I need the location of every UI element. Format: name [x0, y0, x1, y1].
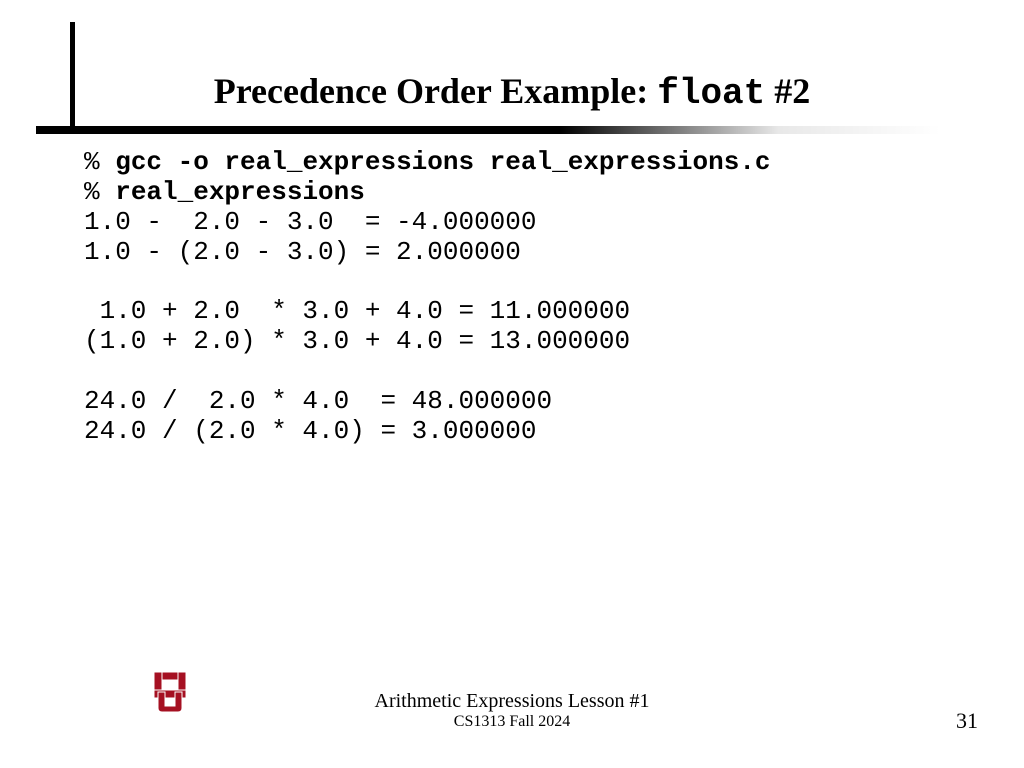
title-mono: float [657, 73, 765, 114]
code-segment: (1.0 + 2.0) * 3.0 + 4.0 = 13.000000 [84, 326, 630, 356]
title-suffix: #2 [765, 71, 810, 111]
code-segment: gcc -o real_expressions real_expressions… [115, 147, 770, 177]
slide: Precedence Order Example: float #2 % gcc… [0, 0, 1024, 768]
code-segment: % [84, 177, 115, 207]
page-number: 31 [956, 708, 978, 734]
code-segment: 1.0 - (2.0 - 3.0) = 2.000000 [84, 237, 521, 267]
code-segment: 24.0 / (2.0 * 4.0) = 3.000000 [84, 416, 536, 446]
code-segment: 24.0 / 2.0 * 4.0 = 48.000000 [84, 386, 552, 416]
slide-title: Precedence Order Example: float #2 [0, 70, 1024, 114]
code-segment: % [84, 147, 115, 177]
footer-course: CS1313 Fall 2024 [0, 713, 1024, 731]
footer: Arithmetic Expressions Lesson #1 CS1313 … [0, 690, 1024, 740]
title-horizontal-rule [36, 126, 988, 134]
code-block: % gcc -o real_expressions real_expressio… [84, 148, 771, 447]
code-segment: 1.0 + 2.0 * 3.0 + 4.0 = 11.000000 [84, 296, 630, 326]
footer-center: Arithmetic Expressions Lesson #1 CS1313 … [0, 690, 1024, 731]
code-segment: 1.0 - 2.0 - 3.0 = -4.000000 [84, 207, 536, 237]
title-prefix: Precedence Order Example: [214, 71, 658, 111]
code-segment: real_expressions [115, 177, 365, 207]
footer-lesson-title: Arithmetic Expressions Lesson #1 [0, 690, 1024, 713]
